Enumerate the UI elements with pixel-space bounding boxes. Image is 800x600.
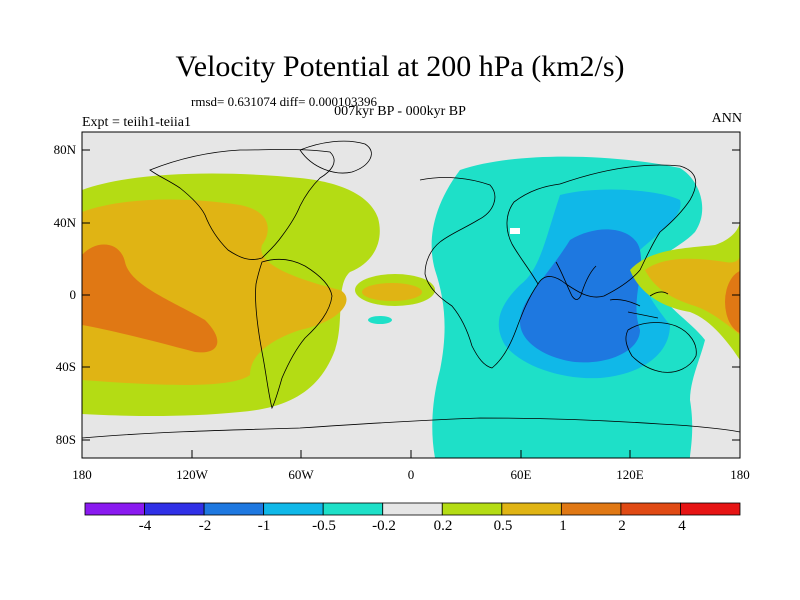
coastlines bbox=[82, 140, 740, 439]
colorbar-label: 2 bbox=[618, 518, 626, 534]
colorbar-swatch bbox=[680, 502, 741, 516]
colorbar-label: 0.5 bbox=[493, 518, 513, 534]
colorbar bbox=[84, 502, 741, 516]
colorbar-swatch bbox=[560, 502, 622, 516]
lon-label: 0 bbox=[407, 467, 415, 482]
colorbar-label: -2 bbox=[198, 518, 212, 534]
lon-label: 180 bbox=[72, 467, 92, 482]
colorbar-swatch bbox=[501, 502, 562, 516]
india-coast bbox=[555, 261, 597, 300]
lon-label: 180 bbox=[730, 467, 750, 482]
lat-label: 80N bbox=[53, 142, 76, 157]
colorbar-label: -0.5 bbox=[312, 518, 336, 534]
tropical-atlantic-core bbox=[362, 283, 422, 301]
colorbar-label: -0.2 bbox=[372, 518, 396, 534]
west-pacific-core bbox=[645, 255, 740, 335]
greenland-coast bbox=[299, 140, 372, 174]
colorbar-swatch bbox=[382, 502, 443, 516]
colorbar-swatch bbox=[144, 502, 205, 516]
stats-label: rmsd= 0.631074 diff= 0.000103396 bbox=[191, 94, 377, 109]
lat-label: 0 bbox=[69, 287, 77, 302]
colorbar-label: 4 bbox=[678, 518, 686, 534]
dateline-positive-core bbox=[725, 271, 740, 333]
australia-coast bbox=[625, 322, 697, 373]
period-label: 007kyr BP - 000kyr BP bbox=[334, 104, 466, 119]
colorbar-swatch bbox=[441, 502, 503, 516]
season-label: ANN bbox=[711, 111, 742, 126]
positive-region-core bbox=[82, 244, 218, 353]
experiment-label: Expt = teiih1-teiia1 bbox=[82, 115, 191, 130]
lon-label: 120E bbox=[616, 467, 644, 482]
lat-label: 80S bbox=[55, 432, 76, 447]
map-field bbox=[82, 132, 740, 458]
lat-label: 40S bbox=[55, 359, 76, 374]
colorbar-label: 0.2 bbox=[433, 518, 453, 534]
south-america-coast bbox=[255, 258, 333, 410]
colorbar-label: -4 bbox=[138, 518, 152, 534]
maritime-continent-coast bbox=[609, 291, 669, 319]
north-america-coast bbox=[149, 149, 335, 260]
caspian-gap bbox=[510, 228, 520, 234]
colorbar-swatch bbox=[84, 502, 145, 516]
asia-coast bbox=[537, 164, 697, 298]
colorbar-swatch bbox=[263, 502, 324, 516]
colorbar-label: 1 bbox=[559, 518, 567, 534]
lat-label: 40N bbox=[53, 215, 76, 230]
lon-label: 60W bbox=[288, 467, 314, 482]
colorbar-label: -1 bbox=[257, 518, 271, 534]
lon-label: 60E bbox=[510, 467, 532, 482]
europe-africa-coast bbox=[419, 177, 561, 369]
colorbar-swatch bbox=[620, 502, 681, 516]
lon-label: 120W bbox=[176, 467, 208, 482]
antarctica-coast bbox=[82, 417, 740, 439]
colorbar-swatch bbox=[203, 502, 265, 516]
colorbar-swatch bbox=[322, 502, 384, 516]
axis-ticks bbox=[81, 149, 741, 458]
small-negative-patch bbox=[368, 316, 392, 324]
atlantic-positive-blob bbox=[302, 230, 346, 254]
plot-title: Velocity Potential at 200 hPa (km2/s) bbox=[175, 50, 625, 83]
